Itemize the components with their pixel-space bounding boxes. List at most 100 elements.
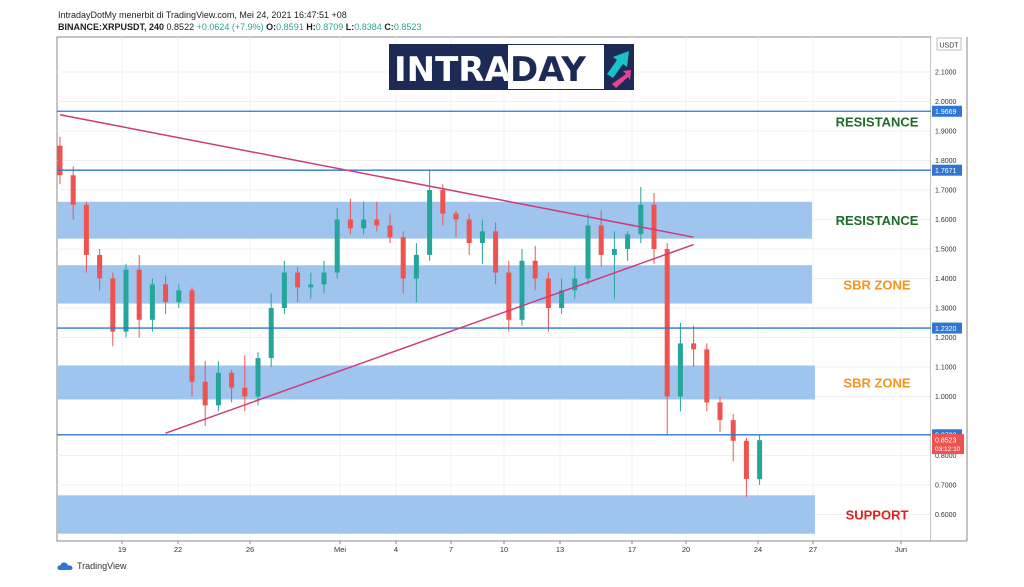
candle-body <box>572 278 578 291</box>
last-price-text: 0.8523 <box>935 438 957 445</box>
candle-body <box>664 249 670 397</box>
y-tick-label: 1.6000 <box>935 217 957 224</box>
tradingview-brand: TradingView <box>77 561 127 571</box>
y-tick-label: 1.7000 <box>935 188 957 195</box>
x-tick-label: Jun <box>895 545 907 554</box>
level-label-resistance: RESISTANCE <box>836 114 919 129</box>
candle-body <box>229 372 235 388</box>
y-tick-label: 1.4000 <box>935 276 957 283</box>
x-tick-label: Mei <box>334 545 346 554</box>
candle-body <box>176 290 182 303</box>
level-badge-text: 1.9669 <box>935 109 957 116</box>
level-badge-text: 1.2320 <box>935 326 957 333</box>
zone-label-support: SUPPORT <box>846 508 909 523</box>
open-value: 0.8591 <box>276 22 304 32</box>
symbol: BINANCE:XRPUSDT, 240 <box>58 22 165 32</box>
candle-body <box>479 231 485 244</box>
y-tick-label: 2.0000 <box>935 99 957 106</box>
y-tick-label: 1.3000 <box>935 306 957 313</box>
low-value: 0.8384 <box>354 22 382 32</box>
candle-body <box>347 219 353 229</box>
candle-body <box>374 219 380 226</box>
x-tick-label: 10 <box>500 545 508 554</box>
candle-body <box>308 284 314 288</box>
logo-text-intra: INTRA <box>394 50 511 90</box>
x-tick-label: 24 <box>754 545 762 554</box>
candle-body <box>387 225 393 238</box>
high-value: 0.8709 <box>315 22 344 32</box>
level-badge <box>932 322 962 334</box>
y-tick-label: 1.5000 <box>935 247 957 254</box>
candle-body <box>506 272 512 320</box>
high-label: H: <box>306 22 316 32</box>
candle-body <box>704 349 710 403</box>
y-axis-ticks: 2.1000 2.0000 1.9000 1.8000 1.7000 1.6000 1.50… <box>935 70 957 520</box>
logo-text-day: DAY <box>510 50 586 90</box>
candle-body <box>83 204 89 255</box>
y-tick-label: 1.1000 <box>935 365 957 372</box>
candle-body <box>651 204 657 249</box>
publisher-line: IntradayDotMy menerbit di TradingView.co… <box>58 10 347 20</box>
zone-label-sbr: SBR ZONE <box>843 375 911 390</box>
candle-body <box>400 237 406 279</box>
zone-band-support <box>57 495 815 534</box>
y-tick-label: 0.7000 <box>935 483 957 490</box>
tradingview-cloud-icon <box>57 562 73 570</box>
candle-body <box>440 190 446 214</box>
zone-band-sbr <box>57 365 815 400</box>
tradingview-footer[interactable]: TradingView <box>57 561 127 571</box>
zone-labels-layer: RESISTANCE SBR ZONE SBR ZONE SUPPORT RESISTA… <box>836 114 919 522</box>
x-axis-ticks: 19 22 26 Mei 4 7 10 13 17 20 24 27 Jun <box>118 541 907 554</box>
candle-body <box>717 402 723 421</box>
candle-body <box>321 272 327 285</box>
candle-body <box>295 272 301 288</box>
x-tick-label: 4 <box>394 545 398 554</box>
candle-body <box>598 225 604 255</box>
candle-body <box>70 175 76 205</box>
last-value: 0.8522 <box>166 22 195 32</box>
low-label: L: <box>345 22 355 32</box>
trendlines-layer <box>59 114 694 434</box>
candle-body <box>242 387 248 397</box>
candle-body <box>334 219 340 273</box>
zone-band-sbr <box>57 265 812 304</box>
close-label: C: <box>384 22 394 32</box>
chart-header: IntradayDotMy menerbit di TradingView.co… <box>58 9 421 33</box>
level-badge <box>932 164 962 176</box>
last-price-badge <box>932 434 964 455</box>
candle-body <box>202 381 208 406</box>
level-badge <box>932 105 962 117</box>
close-value: 0.8523 <box>393 22 422 32</box>
y-tick-label: 1.2000 <box>935 335 957 342</box>
candle-body <box>453 213 459 220</box>
symbol-line: BINANCE:XRPUSDT, 240 0.8522 +0.0624 (+7.… <box>58 21 421 33</box>
candle-body <box>625 234 631 249</box>
x-tick-label: 13 <box>556 545 564 554</box>
currency-label: USDT <box>939 43 959 50</box>
logo-arrow-up-icon <box>607 51 629 78</box>
x-tick-label: 26 <box>246 545 254 554</box>
candle-body <box>110 278 116 332</box>
y-tick-label: 2.1000 <box>935 70 957 77</box>
candles-layer <box>57 136 763 497</box>
y-tick-label: 0.8000 <box>935 453 957 460</box>
zone-band-resistance <box>57 201 812 239</box>
y-tick-label: 1.8000 <box>935 158 957 165</box>
change-value: +0.0624 (+7.9%) <box>196 22 264 32</box>
candle-body <box>361 219 367 229</box>
candle-body <box>255 358 261 397</box>
candle-body <box>97 254 103 279</box>
candle-body <box>585 225 591 279</box>
logo-highlight <box>508 45 604 89</box>
candle-body <box>215 372 221 406</box>
candle-body <box>677 343 683 397</box>
currency-box <box>936 37 962 51</box>
candle-body <box>466 219 472 244</box>
candle-body <box>136 269 142 320</box>
candle-body <box>268 308 274 359</box>
candle-body <box>163 284 169 303</box>
price-axis[interactable] <box>931 37 967 541</box>
candle-body <box>123 269 129 332</box>
